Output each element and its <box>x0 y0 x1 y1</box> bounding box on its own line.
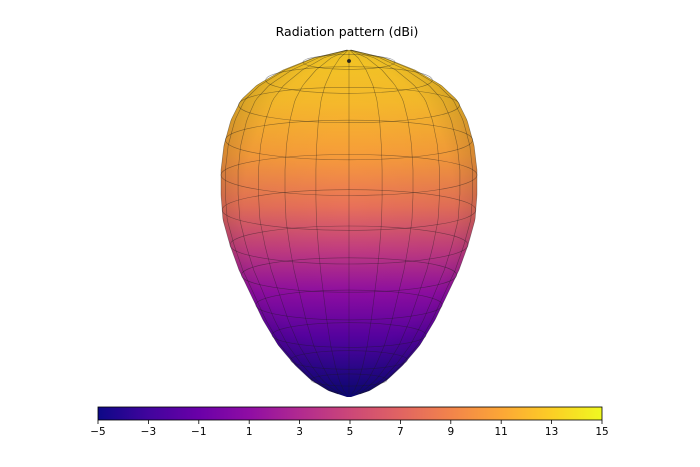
surface-shading <box>221 50 477 397</box>
mesh-parallel <box>290 350 408 370</box>
mesh-pole <box>346 58 352 64</box>
mesh-parallel <box>238 87 460 124</box>
colorbar-tick-label: −5 <box>90 426 105 438</box>
colorbar-ticks: −5 −3 −1 1 3 5 7 9 11 13 15 <box>90 420 609 438</box>
colorbar: −5 −3 −1 1 3 5 7 9 11 13 15 <box>90 406 609 438</box>
colorbar-tick-label: 15 <box>595 426 608 438</box>
mesh-meridian <box>350 49 473 395</box>
mesh-parallel <box>255 289 443 321</box>
mesh-meridian <box>258 49 348 395</box>
mesh-parallel <box>265 66 433 94</box>
mesh-meridian <box>350 49 461 395</box>
colorbar-tick-label: 9 <box>447 426 454 438</box>
colorbar-gradient <box>97 406 603 421</box>
colorbar-tick-label: −3 <box>141 426 156 438</box>
mesh-parallel <box>220 154 478 196</box>
mesh-parallel <box>241 257 457 293</box>
mesh-meridian <box>349 49 414 395</box>
mesh-parallel <box>229 225 469 265</box>
colorbar-tick-label: −1 <box>191 426 206 438</box>
mesh-parallel <box>225 119 473 161</box>
colorbar-tick-label: 3 <box>296 426 303 438</box>
mesh-meridian <box>225 49 348 395</box>
chart-title: Radiation pattern (dBi) <box>276 24 419 39</box>
mesh-meridian <box>284 49 349 395</box>
mesh-meridian <box>220 49 348 395</box>
colorbar-tick-label: 1 <box>246 426 253 438</box>
mesh-parallel <box>271 322 427 348</box>
radiation-pattern-surface <box>220 49 478 397</box>
colorbar-tick-label: 13 <box>545 426 558 438</box>
colorbar-tick-label: 11 <box>495 426 508 438</box>
surface-mesh <box>220 49 478 395</box>
mesh-meridian <box>350 49 478 395</box>
mesh-meridian <box>349 49 383 395</box>
mesh-meridian <box>350 49 440 395</box>
colorbar-tick-label: 5 <box>347 426 354 438</box>
mesh-meridian <box>237 49 348 395</box>
colorbar-tick-label: 7 <box>397 426 404 438</box>
mesh-parallel <box>310 373 388 387</box>
mesh-parallel <box>221 189 477 231</box>
mesh-parallel <box>302 54 396 70</box>
mesh-meridian <box>315 49 349 395</box>
